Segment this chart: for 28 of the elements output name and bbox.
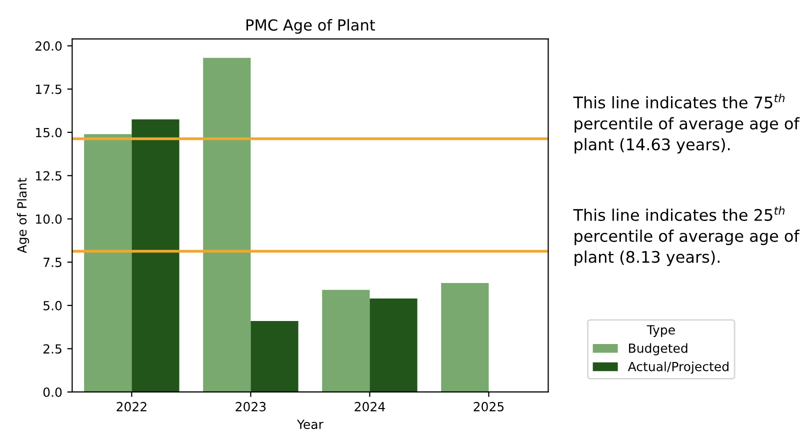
y-tick-label: 5.0 bbox=[44, 300, 62, 310]
x-tick-label: 2022 bbox=[116, 402, 146, 412]
y-tick-label: 0.0 bbox=[43, 387, 62, 397]
x-axis-title: Year bbox=[296, 420, 324, 430]
bar bbox=[250, 321, 298, 392]
y-tick-label: 12.5 bbox=[36, 171, 62, 181]
y-tick-label: 17.5 bbox=[36, 84, 62, 94]
legend-label: Actual/Projected bbox=[628, 362, 728, 374]
x-tick-label: 2023 bbox=[236, 402, 266, 412]
bar bbox=[203, 58, 251, 392]
y-tick-label: 10.0 bbox=[36, 214, 62, 224]
x-tick-label: 2024 bbox=[354, 402, 385, 412]
bar bbox=[370, 298, 418, 392]
text: This line indicates the 75$^{th}$ percentile of average age of plant (14.63 years). bbox=[573, 94, 800, 154]
bar bbox=[132, 119, 180, 392]
legend-title: Type bbox=[646, 325, 675, 337]
y-axis-title: Age of Plant bbox=[16, 178, 30, 254]
bar bbox=[441, 282, 489, 392]
bar bbox=[84, 134, 132, 392]
y-tick-label: 2.5 bbox=[43, 344, 62, 354]
y-tick-label: 20.0 bbox=[36, 41, 62, 51]
chart-title: PMC Age of Plant bbox=[246, 18, 376, 34]
legend-label: Budgeted bbox=[629, 343, 688, 356]
y-tick-label: 7.5 bbox=[44, 258, 62, 268]
x-tick-label: 2025 bbox=[474, 402, 504, 412]
bar bbox=[322, 290, 370, 392]
text: This line indicates the 25$^{th}$ percentile of average age of plant (8.13 years). bbox=[573, 206, 800, 266]
y-tick-label: 15.0 bbox=[36, 128, 62, 138]
